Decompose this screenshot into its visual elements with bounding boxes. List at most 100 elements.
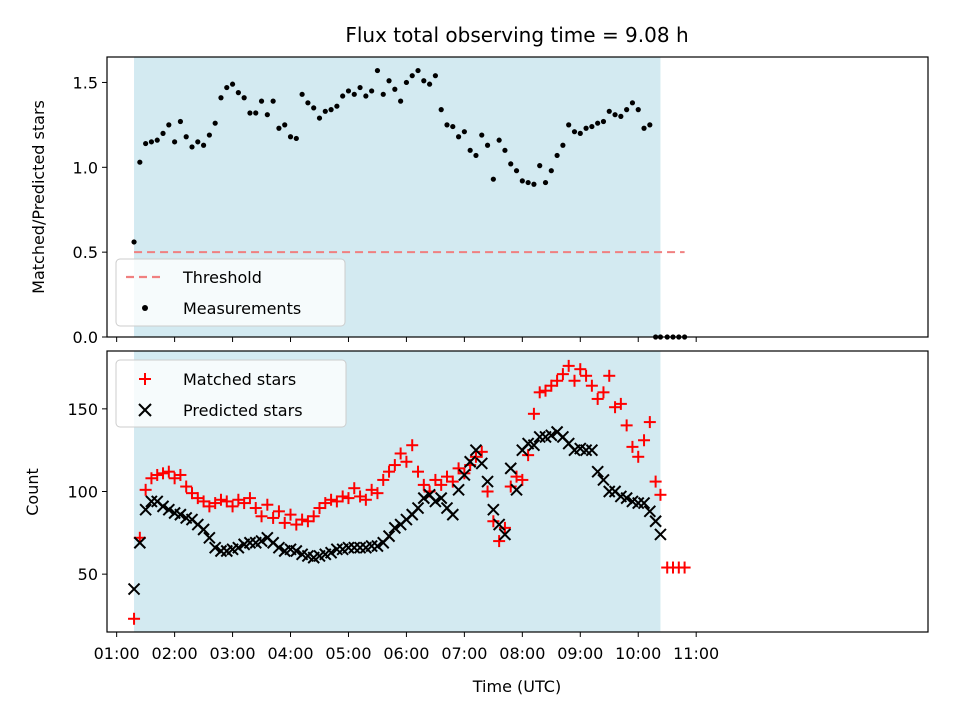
predicted-star-point bbox=[203, 531, 216, 544]
predicted-star-point bbox=[591, 465, 604, 478]
predicted-star-mark-b bbox=[475, 457, 488, 470]
measurement-point bbox=[513, 168, 520, 174]
measurement-point bbox=[531, 181, 537, 187]
measurement-point bbox=[432, 73, 438, 79]
matched-star-point bbox=[383, 465, 396, 478]
bottom-y-tick-label: 100 bbox=[67, 483, 98, 502]
predicted-star-point bbox=[174, 508, 187, 521]
measurement-point bbox=[577, 130, 583, 136]
predicted-star-mark-b bbox=[492, 518, 506, 531]
top-y-tick-label: 1.0 bbox=[73, 158, 98, 177]
predicted-star-mark-b bbox=[498, 528, 512, 541]
predicted-star-mark-b bbox=[626, 495, 639, 508]
matched-star-point bbox=[620, 419, 633, 432]
predicted-star-point bbox=[371, 539, 384, 553]
predicted-star-mark-b bbox=[585, 443, 599, 457]
measurement-point bbox=[398, 98, 404, 104]
measurement-point bbox=[496, 137, 502, 143]
matched-star-point bbox=[487, 515, 500, 528]
predicted-star-mark-b bbox=[481, 475, 494, 488]
top-y-axis-title: Matched/Predicted stars bbox=[29, 100, 48, 294]
measurement-point bbox=[542, 179, 549, 186]
top-y-tick-label: 0.5 bbox=[73, 243, 98, 262]
predicted-star-point bbox=[243, 536, 257, 549]
top-plot-marks bbox=[131, 67, 688, 340]
predicted-star-mark-b bbox=[411, 501, 425, 515]
predicted-star-mark-b bbox=[440, 501, 454, 515]
measurement-point bbox=[508, 161, 514, 167]
predicted-star-mark-b bbox=[620, 491, 633, 505]
predicted-star-mark-b bbox=[272, 541, 286, 554]
measurement-point bbox=[421, 78, 427, 84]
measurement-point bbox=[253, 110, 259, 116]
matched-star-point bbox=[562, 359, 575, 372]
measurement-point bbox=[247, 110, 253, 116]
measurement-point bbox=[600, 118, 607, 125]
predicted-star-point bbox=[214, 544, 228, 558]
measurement-point bbox=[519, 178, 525, 184]
matched-star-point bbox=[493, 535, 506, 548]
predicted-star-mark-b bbox=[139, 503, 152, 516]
measurement-point bbox=[357, 84, 363, 91]
predicted-star-mark-b bbox=[614, 490, 628, 503]
measurement-point bbox=[340, 93, 346, 99]
measurement-point bbox=[160, 130, 166, 136]
predicted-star-point bbox=[533, 430, 546, 444]
predicted-star-point bbox=[585, 443, 599, 457]
measurement-point bbox=[490, 176, 496, 182]
predicted-star-mark-b bbox=[504, 462, 517, 475]
matched-star-point bbox=[568, 374, 581, 387]
predicted-star-point bbox=[498, 528, 512, 541]
predicted-star-mark-b bbox=[168, 506, 181, 520]
measurement-point bbox=[200, 142, 207, 148]
bottom-x-tick-label: 02:00 bbox=[152, 644, 198, 663]
matched-star-point bbox=[527, 407, 540, 420]
predicted-star-point bbox=[632, 496, 645, 510]
predicted-star-point bbox=[446, 508, 459, 521]
predicted-star-point bbox=[452, 483, 465, 497]
predicted-star-mark-b bbox=[521, 437, 535, 450]
measurement-point bbox=[305, 100, 311, 106]
measurement-point bbox=[571, 129, 578, 135]
measurement-point bbox=[195, 139, 201, 145]
predicted-star-point bbox=[162, 503, 176, 516]
predicted-star-mark-b bbox=[145, 495, 158, 508]
measurement-point bbox=[641, 125, 647, 131]
measurement-point bbox=[595, 120, 601, 126]
predicted-star-mark-b bbox=[255, 534, 268, 548]
bottom-x-axis: 01:00 02:00 03:00 04:00 05:00 06:00 07:00 08:00… bbox=[94, 632, 719, 663]
measurement-point bbox=[282, 122, 288, 128]
predicted-star-mark-b bbox=[133, 536, 147, 549]
predicted-star-point bbox=[649, 515, 662, 528]
matched-star-point bbox=[417, 478, 430, 491]
measurement-point bbox=[287, 134, 294, 140]
measurement-point bbox=[322, 108, 328, 114]
matched-star-point bbox=[255, 510, 268, 523]
predicted-star-mark-b bbox=[388, 521, 402, 535]
measurement-point bbox=[212, 120, 218, 126]
chart-title: Flux total observing time = 9.08 h bbox=[345, 23, 688, 47]
measurement-point bbox=[467, 147, 473, 153]
predicted-star-mark-b bbox=[203, 531, 216, 544]
measurement-point bbox=[525, 179, 531, 186]
predicted-star-mark-b bbox=[127, 582, 141, 596]
predicted-star-mark-b bbox=[417, 491, 431, 505]
predicted-star-point bbox=[348, 541, 361, 554]
bottom-legend: Matched stars Predicted stars bbox=[115, 359, 347, 428]
predicted-star-point bbox=[127, 582, 141, 596]
matched-star-point bbox=[174, 468, 187, 481]
predicted-star-mark-b bbox=[434, 491, 448, 505]
predicted-star-point bbox=[545, 429, 558, 442]
predicted-star-mark-b bbox=[579, 443, 593, 457]
top-x-axis-ticks bbox=[116, 337, 697, 342]
measurement-point bbox=[369, 88, 375, 94]
predicted-star-mark-b bbox=[179, 511, 193, 525]
matched-star-point bbox=[603, 369, 616, 382]
predicted-star-mark-b bbox=[197, 523, 210, 536]
bottom-x-tick-label: 05:00 bbox=[325, 644, 371, 663]
predicted-star-mark-b bbox=[545, 429, 558, 442]
measurement-point bbox=[235, 90, 241, 96]
measurement-point bbox=[647, 122, 653, 128]
top-y-tick-label: 0.0 bbox=[73, 328, 98, 347]
